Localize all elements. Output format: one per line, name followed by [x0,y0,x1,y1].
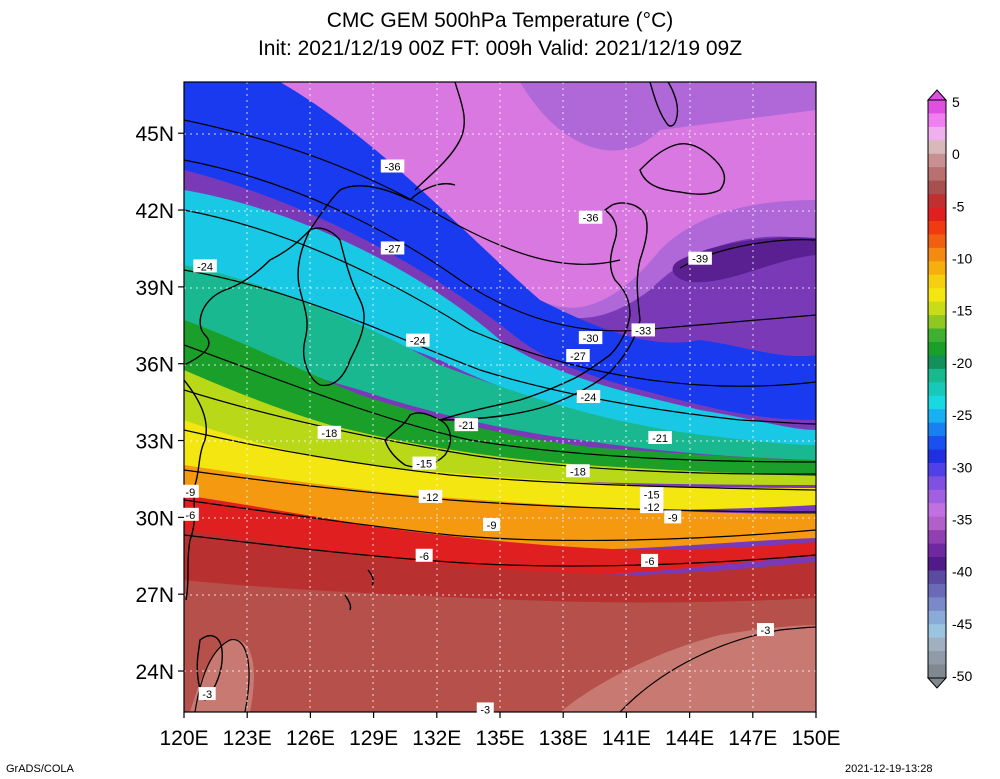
svg-text:-21: -21 [652,433,668,445]
svg-text:-18: -18 [321,428,337,440]
contour-label: -9 [664,510,682,524]
lon-label: 129E [349,727,398,750]
map-subtitle: Init: 2021/12/19 00Z FT: 009h Valid: 202… [257,37,743,60]
colorbar-label: 0 [952,146,960,162]
colorbar-label: -20 [952,355,972,371]
contour-label: -27 [380,241,405,255]
svg-text:-9: -9 [668,512,678,524]
lon-label: 135E [475,727,524,750]
svg-text:-6: -6 [419,551,429,563]
svg-text:-3: -3 [202,689,212,701]
svg-text:-30: -30 [583,333,599,345]
colorbar-label: -35 [952,511,972,527]
latitude-axis: 45N 42N 39N 36N 33N 30N 27N 24N [135,123,184,684]
svg-text:-3: -3 [480,704,490,716]
longitude-axis: 120E 123E 126E 129E 132E 135E 138E 141E 144E 147E… [159,712,841,750]
lat-label: 45N [135,123,174,146]
contour-label: -15 [412,456,436,471]
colorbar-label: -40 [952,564,972,580]
contour-label: -39 [688,251,712,266]
lon-label: 120E [159,727,208,750]
contour-label: -36 [578,210,603,225]
contour-label: -21 [454,418,479,432]
contour-label: -12 [418,489,443,504]
lon-label: 150E [791,727,840,750]
contour-label: -6 [415,548,433,563]
colorbar-label: -5 [952,198,965,214]
contour-label: -27 [566,349,590,363]
svg-text:-9: -9 [487,520,497,532]
lat-label: 36N [135,354,174,377]
lat-label: 27N [135,584,174,607]
svg-text:-15: -15 [416,459,432,471]
svg-text:-6: -6 [645,556,655,568]
svg-text:-6: -6 [185,510,195,522]
lon-label: 144E [665,727,714,750]
lon-label: 132E [412,727,461,750]
contour-label: -3 [756,623,774,637]
lat-label: 33N [135,431,174,454]
lon-label: 141E [602,727,651,750]
contour-label: -6 [181,507,199,522]
svg-text:-18: -18 [570,466,586,478]
contour-label: -3 [198,687,216,701]
colorbar [926,89,948,689]
colorbar-label: 5 [952,94,960,110]
contour-label: -24 [193,259,217,273]
lat-label: 42N [135,200,174,223]
lat-label: 30N [135,507,174,530]
contour-label: -3 [476,702,494,716]
contour-label: -18 [317,425,342,440]
svg-text:-27: -27 [385,243,401,255]
contour-label: -12 [639,500,664,514]
svg-text:-3: -3 [761,625,771,637]
footer-source: GrADS/COLA [6,763,74,775]
colorbar-label: -10 [952,251,972,267]
svg-text:-39: -39 [692,254,708,266]
contour-labels: -36 -36 -39 -27 -24 -24 -33 -30 -27 -24 -21 -21 -18 -… [181,159,774,716]
svg-text:-24: -24 [197,261,213,273]
svg-text:-9: -9 [185,487,195,499]
svg-text:-36: -36 [583,213,599,225]
lon-label: 123E [223,727,272,750]
colorbar-label: -45 [952,616,972,632]
contour-label: -9 [181,484,199,499]
contour-label: -6 [641,553,659,568]
contour-label: -9 [483,518,501,532]
lon-label: 126E [286,727,335,750]
svg-text:-33: -33 [635,325,651,337]
contour-label: -33 [631,323,656,337]
contour-label: -24 [406,333,430,348]
contour-label: -21 [648,430,672,445]
svg-text:-12: -12 [644,502,660,514]
svg-text:-24: -24 [410,336,426,348]
lat-label: 39N [135,277,174,300]
svg-text:-36: -36 [385,162,401,174]
contour-label: -36 [380,159,405,174]
lat-label: 24N [135,661,174,684]
svg-text:-12: -12 [423,492,439,504]
svg-text:-15: -15 [644,489,660,501]
footer-timestamp: 2021-12-19-13:28 [845,763,933,775]
svg-text:-24: -24 [581,392,597,404]
colorbar-label: -15 [952,303,972,319]
lon-label: 147E [728,727,777,750]
svg-text:-27: -27 [570,351,586,363]
map-title: CMC GEM 500hPa Temperature (°C) [326,9,674,32]
colorbar-label: -25 [952,407,972,423]
contour-label: -18 [566,464,590,478]
colorbar-label: -50 [952,668,972,684]
contour-label: -15 [639,487,664,501]
colorbar-labels: 5 0 -5 -10 -15 -20 -25 -30 -35 -40 -45 -50 [952,94,972,684]
contour-label: -24 [576,390,601,404]
contour-label: -30 [578,331,603,345]
svg-text:-21: -21 [458,420,474,432]
lon-label: 138E [539,727,588,750]
colorbar-label: -30 [952,459,972,475]
